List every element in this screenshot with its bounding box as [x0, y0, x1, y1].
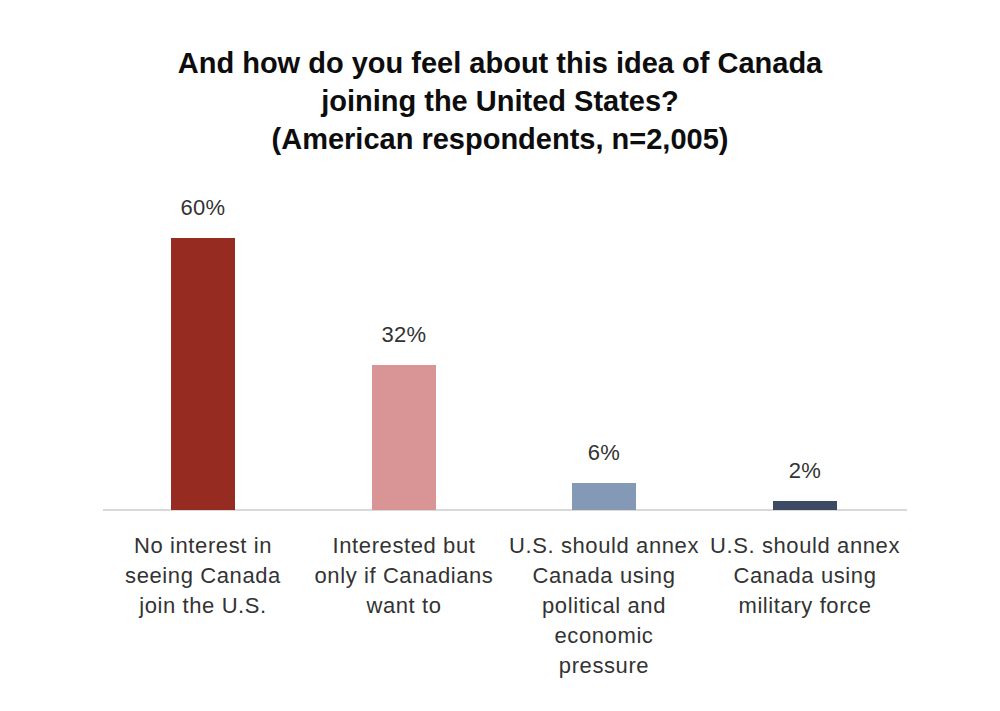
value-label: 6% — [544, 441, 664, 465]
value-label: 32% — [344, 323, 464, 347]
bar — [171, 238, 235, 510]
bar-chart: And how do you feel about this idea of C… — [0, 0, 1000, 711]
value-label: 2% — [745, 459, 865, 483]
bar — [773, 501, 837, 510]
category-label: U.S. should annex Canada using military … — [685, 531, 925, 621]
bar — [572, 483, 636, 510]
plot-area: 60% No interest in seeing Canada join th… — [0, 0, 1000, 711]
value-label: 60% — [143, 196, 263, 220]
bar — [372, 365, 436, 510]
